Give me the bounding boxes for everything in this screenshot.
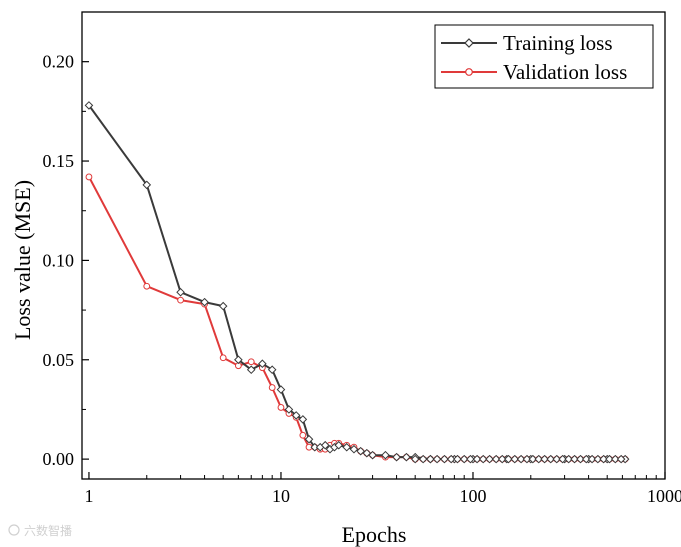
training-point (392, 452, 401, 462)
training-point (402, 452, 411, 462)
x-tick-label: 10 (272, 486, 290, 506)
training-point (320, 440, 330, 450)
training-point (342, 442, 352, 452)
training-point (334, 440, 344, 450)
series-line-training (88, 104, 626, 461)
training-point (466, 454, 475, 464)
training-point (504, 454, 513, 464)
training-point (491, 454, 501, 464)
training-point (510, 454, 520, 464)
training-point (587, 454, 597, 464)
series-line-validation (88, 176, 626, 461)
training-point (534, 454, 544, 464)
training-point (497, 454, 507, 464)
training-point (298, 415, 308, 424)
x-tick-label: 100 (459, 486, 486, 506)
training-point (381, 450, 390, 460)
training-point (267, 365, 277, 375)
legend: Training loss Validation loss (434, 24, 654, 89)
training-point (546, 454, 556, 464)
training-point (410, 454, 420, 464)
validation-point (143, 282, 151, 290)
training-point (304, 434, 314, 444)
plot-frame (81, 11, 666, 480)
validation-point (277, 404, 285, 411)
y-tick-label: 0.10 (43, 250, 75, 270)
training-point (453, 454, 462, 464)
watermark: 六数智播 (8, 523, 72, 538)
watermark-logo-icon (8, 524, 20, 536)
training-point (426, 454, 435, 464)
training-point (472, 454, 482, 464)
training-point (558, 454, 567, 464)
training-point (576, 454, 585, 464)
training-point (581, 454, 591, 464)
x-tick-label: 1000 (647, 486, 681, 506)
training-point (234, 355, 243, 365)
legend-label-training: Training loss (503, 31, 613, 55)
training-point (528, 454, 538, 464)
training-point (446, 454, 456, 464)
training-point (276, 385, 286, 394)
training-point (84, 101, 94, 110)
training-point (459, 454, 469, 464)
training-point (349, 444, 359, 454)
training-point (516, 454, 526, 464)
legend-marker-validation-icon (465, 68, 473, 76)
training-point (291, 411, 301, 420)
y-tick-label: 0.05 (43, 350, 75, 370)
validation-point (299, 431, 307, 439)
training-point (368, 450, 377, 460)
training-point (258, 359, 267, 369)
training-point (356, 446, 365, 456)
watermark-text: 六数智播 (24, 523, 72, 538)
training-point (440, 454, 449, 464)
legend-box (434, 24, 654, 89)
validation-point (85, 173, 93, 181)
training-point (610, 454, 620, 464)
training-point (200, 297, 209, 307)
validation-point (268, 384, 276, 391)
training-point (564, 454, 573, 464)
training-point (432, 454, 442, 464)
training-point (485, 454, 494, 464)
y-axis-title: Loss value (MSE) (10, 180, 35, 340)
training-point (570, 454, 579, 464)
validation-point (247, 358, 255, 366)
axis-ticks: 0.00 0.05 0.10 0.15 0.20 1 10 100 1000 (43, 52, 681, 506)
training-point (418, 454, 428, 464)
training-point (522, 454, 532, 464)
y-tick-label: 0.20 (43, 52, 75, 72)
training-point (593, 454, 603, 464)
legend-marker-training-icon (464, 38, 474, 48)
training-point (176, 287, 185, 297)
training-point (478, 454, 488, 464)
legend-label-validation: Validation loss (503, 60, 627, 84)
training-point (552, 454, 562, 464)
y-tick-label: 0.00 (43, 449, 75, 469)
training-point (284, 405, 294, 414)
training-point (599, 454, 608, 464)
y-tick-label: 0.15 (43, 151, 75, 171)
x-tick-label: 1 (84, 486, 93, 506)
validation-point (219, 354, 227, 362)
series-layer (84, 101, 630, 464)
training-point (616, 454, 626, 464)
training-point (540, 454, 549, 464)
x-axis-title: Epochs (342, 522, 407, 547)
validation-point (177, 296, 184, 304)
training-point (246, 365, 256, 375)
training-point (605, 454, 614, 464)
training-point (142, 180, 152, 190)
training-point (218, 301, 228, 311)
